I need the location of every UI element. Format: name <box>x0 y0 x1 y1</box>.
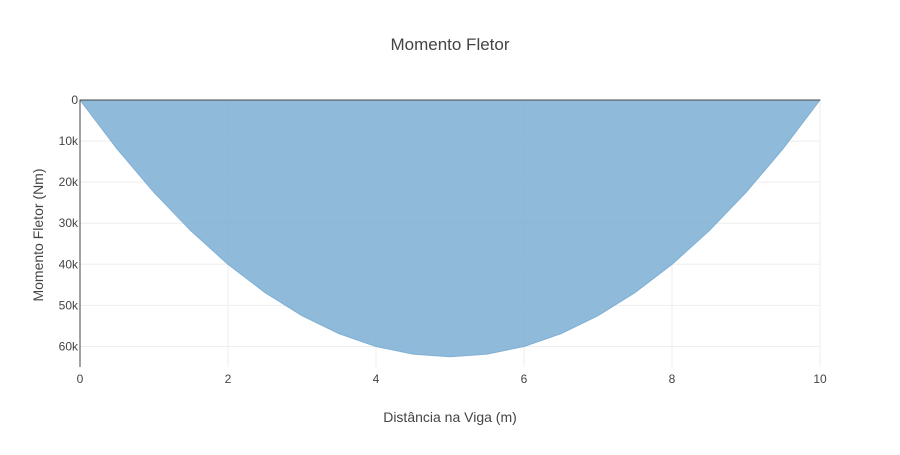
y-tick-label: 0 <box>71 93 78 107</box>
y-tick-label: 60k <box>59 339 79 353</box>
y-axis-title: Momento Fletor (Nm) <box>30 168 46 301</box>
x-tick-label: 8 <box>669 372 676 386</box>
x-tick-label: 0 <box>77 372 84 386</box>
x-axis-title: Distância na Viga (m) <box>383 409 517 425</box>
y-tick-label: 50k <box>59 298 79 312</box>
x-tick-label: 4 <box>373 372 380 386</box>
x-tick-label: 10 <box>813 372 827 386</box>
x-tick-label: 2 <box>225 372 232 386</box>
area-layer <box>78 99 822 358</box>
chart-title: Momento Fletor <box>390 35 509 54</box>
tick-label-layer: 0 10k 20k 30k 40k 50k 60k 0 2 4 6 8 10 <box>59 93 827 386</box>
y-tick-label: 10k <box>59 134 79 148</box>
x-tick-label: 6 <box>521 372 528 386</box>
y-tick-label: 30k <box>59 216 79 230</box>
y-tick-label: 20k <box>59 175 79 189</box>
y-tick-label: 40k <box>59 257 79 271</box>
axis-layer <box>79 99 820 367</box>
bending-moment-area <box>78 99 822 358</box>
